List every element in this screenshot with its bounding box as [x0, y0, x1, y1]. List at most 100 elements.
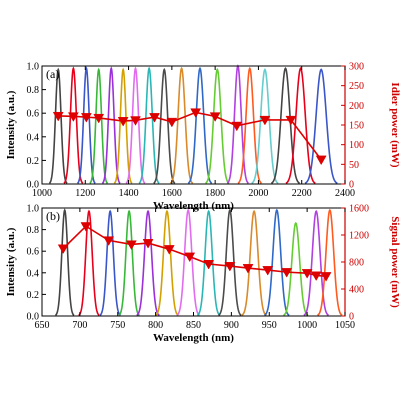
power-marker	[262, 266, 274, 276]
y-right-tick-label: 0	[349, 312, 354, 323]
power-marker	[52, 111, 64, 122]
power-marker	[320, 272, 332, 282]
x-tick-label: 900	[224, 320, 239, 331]
power-marker	[80, 113, 92, 123]
y-right-tick-label: 150	[349, 121, 364, 132]
power-marker	[242, 264, 254, 274]
x-tick-label: 1000	[297, 320, 317, 331]
x-tick-label: 750	[110, 320, 125, 331]
y-left-tick-label: 0.8	[27, 85, 40, 96]
y-right-tick-label: 250	[349, 81, 364, 92]
power-marker	[315, 155, 327, 166]
spectrum-peak	[54, 208, 75, 316]
spectrum-peak	[155, 209, 179, 317]
power-marker	[301, 269, 313, 279]
spectrum-peak	[251, 68, 279, 184]
spectrum-peak	[78, 209, 100, 317]
y-left-tick-label: 0.0	[27, 180, 40, 191]
x-tick-label: 2000	[248, 188, 268, 199]
x-tick-label: 2400	[335, 188, 355, 199]
power-marker	[80, 222, 92, 232]
spectrum-peak	[136, 209, 160, 317]
spectrum-peak	[304, 68, 338, 185]
x-tick-label: 650	[35, 320, 50, 331]
y-left-tick-label: 1.0	[27, 204, 40, 215]
power-marker	[224, 262, 236, 272]
y-left-tick-label: 0.2	[27, 156, 40, 167]
spectrum-peak	[48, 67, 68, 184]
x-tick-label: 950	[262, 320, 277, 331]
y-right-tick-label: 1600	[349, 204, 369, 215]
spectrum-peak	[237, 66, 262, 184]
y-left-tick-label: 1.0	[27, 62, 40, 73]
panel-a: 1000 1200 1400 1600 1800 2000 2200 24000.00.20.…	[5, 62, 400, 213]
power-marker	[130, 116, 141, 126]
power-marker	[142, 239, 154, 249]
power-marker	[163, 245, 175, 255]
y-right-axis-title: Idler power (mW)	[389, 82, 400, 167]
y-right-tick-label: 0	[349, 180, 354, 191]
spectrum-peak	[118, 209, 140, 317]
panel-label: (b)	[46, 209, 60, 223]
spectrum-peak	[317, 208, 343, 317]
panel-b: 650 700 750 800 850 900 950 1000 1050 0.0 0.2 0.4 0.…	[5, 204, 400, 345]
y-right-axis-title: Signal power (mW)	[389, 216, 400, 308]
x-tick-label: 2200	[292, 188, 312, 199]
y-left-tick-label: 0.4	[27, 268, 40, 279]
x-tick-label: 850	[186, 320, 201, 331]
y-left-tick-label: 0.2	[27, 290, 40, 301]
spectrum-peak	[283, 221, 309, 317]
power-marker	[203, 260, 215, 270]
x-tick-label: 1200	[75, 188, 95, 199]
x-tick-label: 1050	[335, 320, 355, 331]
power-marker	[93, 113, 105, 124]
spectrum-peak	[218, 208, 242, 317]
power-marker	[281, 268, 293, 278]
spectrum-peak	[153, 67, 176, 184]
y-right-tick-label: 400	[349, 285, 364, 296]
panel-label: (a)	[46, 67, 59, 81]
spectrum-peak	[205, 67, 230, 184]
power-marker	[57, 244, 69, 255]
spectrum-peak	[187, 66, 213, 184]
power-marker	[231, 121, 243, 132]
y-left-tick-label: 0.8	[27, 225, 40, 236]
power-marker	[117, 117, 129, 127]
spectrum-peak	[270, 66, 301, 185]
power-marker	[310, 271, 322, 282]
spectrum-peak	[99, 209, 121, 317]
spectrum-peak	[264, 208, 290, 317]
spectrum-peak	[138, 66, 160, 184]
spectrum-peak	[241, 209, 267, 317]
y-left-axis-title: Intensity (a.u.)	[5, 227, 17, 296]
power-marker	[125, 240, 137, 250]
power-marker	[209, 112, 221, 122]
x-tick-label: 1600	[162, 188, 182, 199]
spectrum-peak	[63, 66, 84, 184]
y-left-axis-title: Intensity (a.u.)	[5, 90, 17, 159]
spectrum-peak	[76, 66, 96, 184]
y-right-tick-label: 300	[349, 62, 364, 73]
x-tick-label: 800	[148, 320, 163, 331]
power-marker	[190, 108, 202, 118]
y-right-tick-label: 1200	[349, 231, 369, 242]
spectrum-peak	[169, 66, 194, 184]
spectrum-peak	[89, 67, 109, 184]
power-marker	[166, 117, 178, 128]
y-left-tick-label: 0.6	[27, 247, 40, 258]
power-marker	[184, 252, 196, 263]
power-marker	[259, 115, 271, 126]
y-right-tick-label: 50	[349, 160, 359, 171]
power-marker	[67, 112, 79, 122]
y-left-tick-label: 0.0	[27, 312, 40, 323]
y-right-tick-label: 800	[349, 258, 364, 269]
x-axis-title: Wavelength (nm)	[153, 200, 234, 212]
x-tick-label: 1800	[205, 188, 225, 199]
y-left-tick-label: 0.4	[27, 132, 40, 143]
power-marker	[103, 236, 115, 246]
power-marker	[285, 115, 297, 126]
x-tick-label: 1400	[119, 188, 139, 199]
x-tick-label: 700	[72, 320, 87, 331]
spectrum-peak	[303, 209, 329, 317]
